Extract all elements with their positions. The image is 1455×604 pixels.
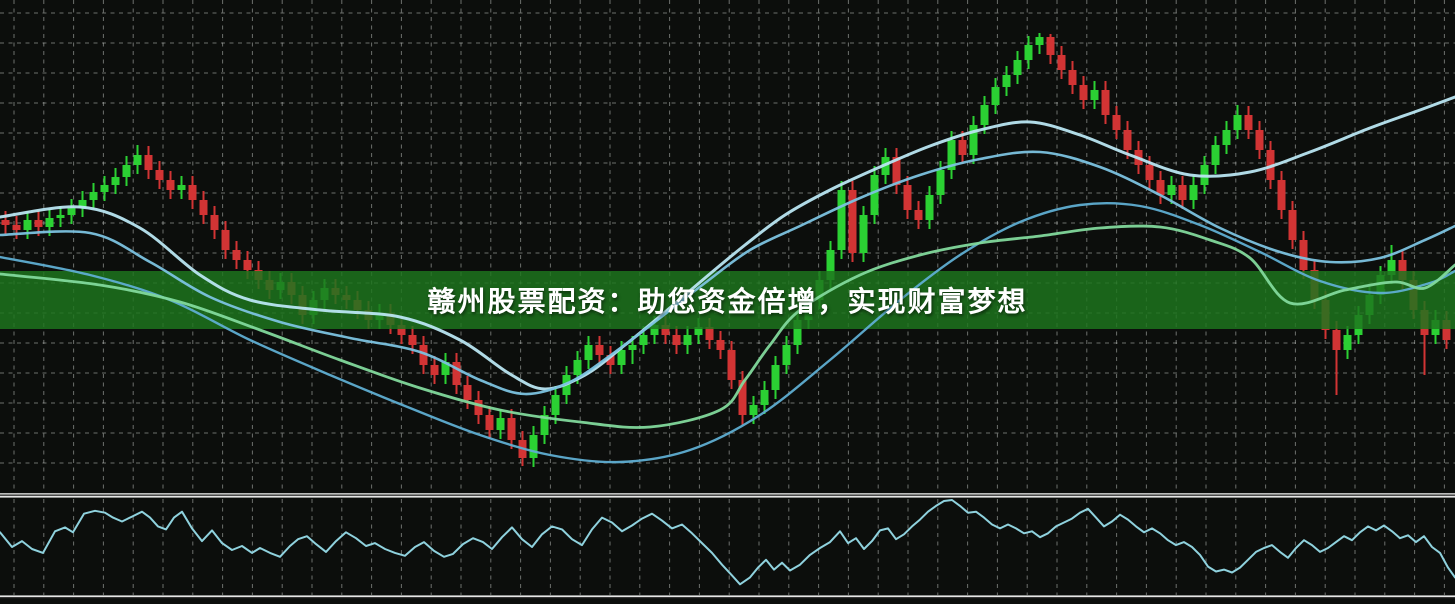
candlestick-series <box>1 33 1451 467</box>
panel-dividers <box>0 493 1455 599</box>
promo-banner[interactable]: 赣州股票配资：助您资金倍增，实现财富梦想 <box>0 271 1455 329</box>
oscillator-line <box>0 499 1455 586</box>
promo-banner-text: 赣州股票配资：助您资金倍增，实现财富梦想 <box>427 286 1028 317</box>
